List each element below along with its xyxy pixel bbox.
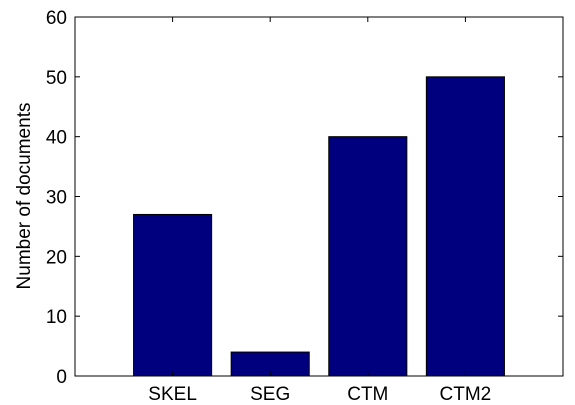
y-ticks: 0 10 20 30 40 50 60 [46,8,563,388]
y-axis-label: Number of documents [14,103,35,290]
y-tick-label: 0 [56,367,67,388]
y-tick-label: 50 [46,68,67,89]
bars-group [133,76,505,377]
bar-skel [133,213,213,377]
y-tick-label: 30 [46,188,67,209]
bar-ctm [328,136,408,377]
y-tick-label: 20 [46,247,67,268]
x-tick-label: SKEL [148,384,197,405]
x-ticks: SKEL SEG CTM CTM2 [148,17,491,405]
x-tick-label: CTM [347,384,388,405]
y-tick-label: 10 [46,307,67,328]
y-tick-label: 40 [46,128,67,149]
x-tick-label: CTM2 [440,384,492,405]
bar-ctm2 [425,76,505,377]
x-tick-label: SEG [250,384,290,405]
y-tick-label: 60 [46,8,67,29]
